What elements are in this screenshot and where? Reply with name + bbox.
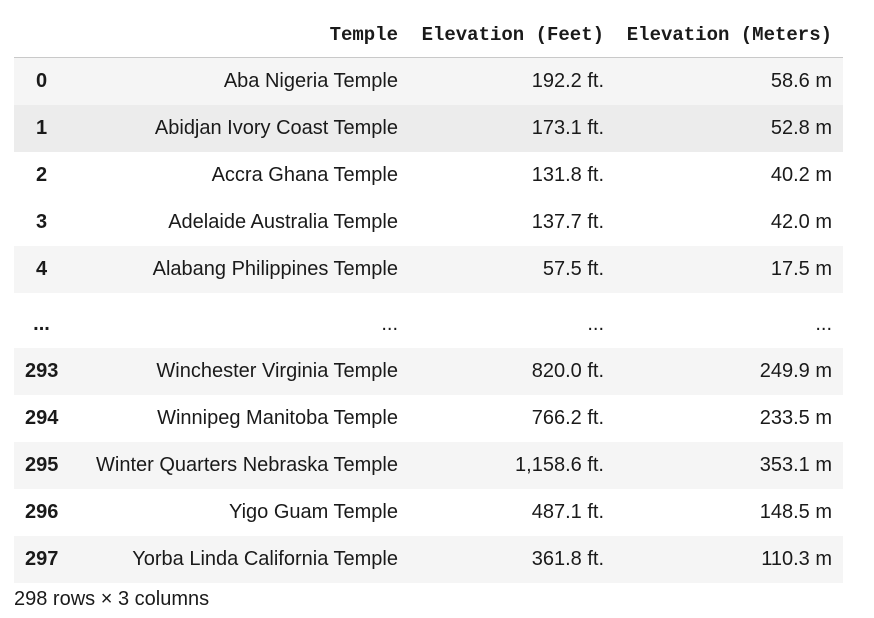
- table-row: 4 Alabang Philippines Temple 57.5 ft. 17…: [14, 246, 843, 293]
- row-index: 295: [14, 442, 69, 489]
- meters-cell: 58.6 m: [615, 57, 843, 105]
- feet-cell: 766.2 ft.: [531, 407, 604, 429]
- meters-cell: 40.2 m: [770, 164, 832, 186]
- meters-cell: 17.5 m: [615, 246, 843, 293]
- feet-cell: 361.8 ft.: [409, 536, 615, 583]
- row-index: ...: [33, 313, 50, 335]
- feet-cell: ...: [587, 313, 604, 335]
- temple-cell: Yigo Guam Temple: [229, 501, 398, 523]
- temple-cell: Alabang Philippines Temple: [69, 246, 409, 293]
- meters-cell: 42.0 m: [770, 211, 832, 233]
- elevation-feet-header: Elevation (Feet): [409, 12, 615, 58]
- meters-cell: 110.3 m: [615, 536, 843, 583]
- temple-cell: Winchester Virginia Temple: [69, 348, 409, 395]
- elevation-meters-header: Elevation (Meters): [615, 12, 843, 58]
- row-index: 1: [14, 105, 69, 152]
- ellipsis-row: ... ... ... ...: [14, 293, 843, 348]
- row-index: 294: [25, 407, 59, 429]
- feet-cell: 131.8 ft.: [531, 164, 604, 186]
- temple-cell: Winnipeg Manitoba Temple: [157, 407, 398, 429]
- feet-cell: 820.0 ft.: [409, 348, 615, 395]
- meters-cell: 233.5 m: [759, 407, 832, 429]
- feet-cell: 487.1 ft.: [531, 501, 604, 523]
- temple-header: Temple: [69, 12, 409, 58]
- temple-cell: Yorba Linda California Temple: [69, 536, 409, 583]
- table-row: 296 Yigo Guam Temple 487.1 ft. 148.5 m: [14, 489, 843, 536]
- table-shape-footer: 298 rows × 3 columns: [14, 588, 210, 610]
- temple-cell: ...: [381, 313, 398, 335]
- dataframe-output: Temple Elevation (Feet) Elevation (Meter…: [14, 12, 843, 583]
- feet-cell: 1,158.6 ft.: [409, 442, 615, 489]
- temple-cell: Adelaide Australia Temple: [168, 211, 398, 233]
- table-row: 1 Abidjan Ivory Coast Temple 173.1 ft. 5…: [14, 105, 843, 152]
- temple-cell: Winter Quarters Nebraska Temple: [69, 442, 409, 489]
- table-row: 0 Aba Nigeria Temple 192.2 ft. 58.6 m: [14, 57, 843, 105]
- row-index: 297: [14, 536, 69, 583]
- feet-cell: 173.1 ft.: [409, 105, 615, 152]
- row-index: 3: [35, 211, 48, 233]
- table-row: 295 Winter Quarters Nebraska Temple 1,15…: [14, 442, 843, 489]
- meters-cell: 353.1 m: [615, 442, 843, 489]
- temple-cell: Accra Ghana Temple: [211, 164, 398, 186]
- meters-cell: 249.9 m: [615, 348, 843, 395]
- meters-cell: 148.5 m: [759, 501, 832, 523]
- index-header: [14, 12, 69, 58]
- table-row: 293 Winchester Virginia Temple 820.0 ft.…: [14, 348, 843, 395]
- row-index: 4: [14, 246, 69, 293]
- row-index: 0: [14, 57, 69, 105]
- feet-cell: 137.7 ft.: [531, 211, 604, 233]
- temple-cell: Aba Nigeria Temple: [69, 57, 409, 105]
- row-index: 2: [35, 164, 48, 186]
- table-row: 297 Yorba Linda California Temple 361.8 …: [14, 536, 843, 583]
- meters-cell: 52.8 m: [615, 105, 843, 152]
- row-index: 296: [25, 501, 59, 523]
- temple-cell: Abidjan Ivory Coast Temple: [69, 105, 409, 152]
- dataframe-table: Temple Elevation (Feet) Elevation (Meter…: [14, 12, 843, 583]
- table-row: 2 Accra Ghana Temple 131.8 ft. 40.2 m: [14, 152, 843, 199]
- table-row: 3 Adelaide Australia Temple 137.7 ft. 42…: [14, 199, 843, 246]
- feet-cell: 192.2 ft.: [409, 57, 615, 105]
- meters-cell: ...: [815, 313, 832, 335]
- feet-cell: 57.5 ft.: [409, 246, 615, 293]
- header-row: Temple Elevation (Feet) Elevation (Meter…: [14, 12, 843, 58]
- table-row: 294 Winnipeg Manitoba Temple 766.2 ft. 2…: [14, 395, 843, 442]
- row-index: 293: [14, 348, 69, 395]
